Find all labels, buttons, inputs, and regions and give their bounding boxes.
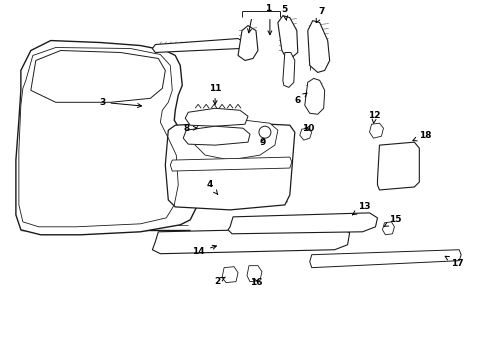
Text: 9: 9	[260, 138, 266, 147]
Text: 5: 5	[282, 5, 288, 20]
Polygon shape	[247, 266, 262, 282]
Polygon shape	[171, 157, 292, 171]
Polygon shape	[16, 41, 200, 235]
Text: 3: 3	[99, 98, 142, 108]
Polygon shape	[183, 126, 250, 145]
Text: 7: 7	[316, 7, 325, 23]
Polygon shape	[222, 267, 238, 283]
Text: 15: 15	[384, 215, 402, 226]
Polygon shape	[152, 228, 349, 254]
Text: 18: 18	[413, 131, 432, 141]
Text: 6: 6	[295, 93, 307, 105]
Text: 8: 8	[184, 124, 197, 133]
Polygon shape	[283, 53, 295, 87]
Polygon shape	[228, 213, 377, 234]
Text: 2: 2	[214, 277, 225, 286]
Polygon shape	[31, 50, 165, 102]
Polygon shape	[305, 78, 325, 114]
Text: 1: 1	[265, 4, 271, 13]
Text: 14: 14	[193, 245, 217, 256]
Polygon shape	[310, 250, 461, 268]
Text: 16: 16	[250, 278, 263, 287]
Polygon shape	[152, 39, 245, 53]
Text: 17: 17	[445, 256, 464, 268]
Polygon shape	[300, 128, 312, 140]
Polygon shape	[383, 222, 394, 235]
Polygon shape	[377, 142, 419, 190]
Text: 13: 13	[352, 202, 370, 215]
Polygon shape	[195, 120, 278, 160]
Text: 11: 11	[209, 84, 221, 104]
Text: 10: 10	[302, 124, 314, 133]
Polygon shape	[278, 15, 298, 58]
Circle shape	[259, 126, 271, 138]
Polygon shape	[165, 122, 295, 210]
Text: 12: 12	[368, 111, 381, 123]
Polygon shape	[369, 123, 384, 138]
Polygon shape	[238, 26, 258, 60]
Text: 4: 4	[207, 180, 218, 194]
Polygon shape	[308, 21, 330, 72]
Polygon shape	[185, 108, 248, 126]
